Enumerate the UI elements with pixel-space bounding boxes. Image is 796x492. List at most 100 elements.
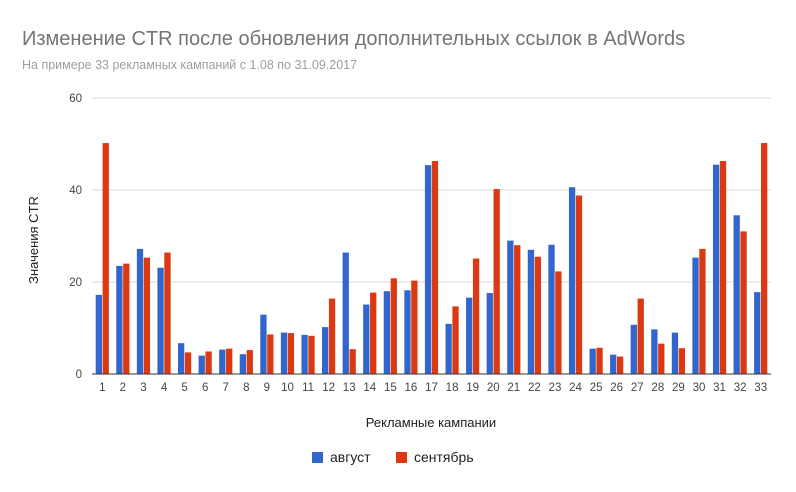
x-tick-label: 16 <box>405 382 418 394</box>
x-tick-label: 8 <box>243 382 249 394</box>
bar-september-21 <box>514 245 521 374</box>
x-tick-label: 9 <box>264 382 270 394</box>
bar-september-5 <box>184 352 192 374</box>
bar-september-4 <box>164 252 171 374</box>
bar-september-11 <box>308 335 315 374</box>
bar-august-7 <box>219 349 226 374</box>
bar-august-29 <box>671 332 679 374</box>
bar-september-27 <box>637 298 644 374</box>
x-axis-ticks: 1 2 3 4 5 6 7 8 9 10 11 12 13 14 15 16 17 18 19 20 21 22 23 24 2… <box>99 382 767 394</box>
bar-august-15 <box>383 291 391 374</box>
bar-august-23 <box>548 244 555 374</box>
bar-august-30 <box>692 257 699 374</box>
chart-subtitle: На примере 33 рекламных кампаний с 1.08 … <box>22 58 357 72</box>
bar-september-15 <box>390 278 397 374</box>
x-tick-label: 6 <box>202 382 208 394</box>
bar-august-20 <box>486 293 493 374</box>
bar-september-17 <box>431 161 439 374</box>
x-tick-label: 23 <box>549 382 562 394</box>
x-tick-label: 22 <box>528 382 541 394</box>
bar-september-1 <box>102 143 109 374</box>
bar-august-19 <box>466 297 473 374</box>
bar-august-12 <box>322 327 329 374</box>
x-tick-label: 15 <box>384 382 397 394</box>
bar-august-32 <box>733 215 740 374</box>
bar-august-18 <box>445 323 452 374</box>
legend-swatch-august <box>312 452 323 463</box>
legend-label-august: август <box>330 449 371 465</box>
x-tick-label: 21 <box>507 382 520 394</box>
bar-august-17 <box>424 165 432 374</box>
bar-august-11 <box>301 334 308 374</box>
x-tick-label: 11 <box>302 382 314 394</box>
x-tick-label: 1 <box>99 382 105 394</box>
bar-september-31 <box>719 161 727 374</box>
x-tick-label: 24 <box>569 382 582 394</box>
bar-august-16 <box>404 290 411 374</box>
bar-august-26 <box>610 354 617 374</box>
x-tick-label: 27 <box>631 382 644 394</box>
y-axis-ticks: 0 20 40 60 <box>69 93 82 381</box>
bar-september-24 <box>575 195 583 374</box>
bar-august-6 <box>198 355 205 374</box>
x-tick-label: 14 <box>363 382 376 394</box>
chart-title: Изменение CTR после обновления дополните… <box>22 28 685 50</box>
bar-september-20 <box>493 189 500 374</box>
x-tick-label: 3 <box>140 382 146 394</box>
legend-swatch-september <box>396 452 407 463</box>
x-tick-label: 18 <box>446 382 459 394</box>
bar-august-5 <box>177 343 185 374</box>
bar-august-10 <box>280 332 288 374</box>
x-tick-label: 29 <box>672 382 685 394</box>
bar-september-6 <box>205 351 212 374</box>
y-tick-label: 0 <box>76 369 82 381</box>
bar-september-14 <box>370 292 377 374</box>
bar-september-19 <box>472 258 480 374</box>
x-tick-label: 2 <box>120 382 126 394</box>
bar-august-3 <box>136 248 144 374</box>
x-tick-label: 19 <box>466 382 479 394</box>
x-tick-label: 4 <box>161 382 168 394</box>
bar-september-32 <box>740 231 747 374</box>
bar-august-22 <box>527 249 535 374</box>
y-tick-label: 60 <box>69 93 82 105</box>
y-axis-label: Значения CTR <box>26 196 41 284</box>
bar-september-30 <box>699 248 706 374</box>
x-tick-label: 7 <box>223 382 229 394</box>
bar-august-2 <box>116 265 123 374</box>
bar-september-9 <box>267 334 274 374</box>
bar-august-28 <box>651 329 658 374</box>
x-axis-label: Рекламные кампании <box>366 415 496 430</box>
gridlines <box>92 97 771 283</box>
bar-september-23 <box>555 271 562 374</box>
legend: август сентябрь <box>312 449 474 465</box>
bar-august-14 <box>363 304 370 374</box>
y-tick-label: 20 <box>69 277 82 289</box>
bar-september-25 <box>596 347 603 374</box>
bar-august-13 <box>342 252 349 374</box>
bar-september-22 <box>534 256 541 374</box>
bar-september-28 <box>658 343 665 374</box>
x-tick-label: 28 <box>651 382 664 394</box>
bar-august-24 <box>568 187 576 374</box>
bar-september-16 <box>411 280 418 374</box>
bar-august-21 <box>507 240 514 374</box>
x-tick-label: 10 <box>281 382 294 394</box>
bar-september-7 <box>226 348 233 374</box>
bars <box>95 143 768 374</box>
bar-august-33 <box>754 292 761 374</box>
x-tick-label: 13 <box>343 382 356 394</box>
x-tick-label: 30 <box>693 382 706 394</box>
bar-september-8 <box>246 350 253 374</box>
y-tick-label: 40 <box>69 185 82 197</box>
bar-september-18 <box>452 306 459 374</box>
x-tick-label: 17 <box>425 382 438 394</box>
bar-september-29 <box>678 348 686 374</box>
bar-september-13 <box>349 349 356 374</box>
bar-august-1 <box>95 294 102 374</box>
bar-august-27 <box>630 324 637 374</box>
x-tick-label: 32 <box>734 382 747 394</box>
bar-september-2 <box>123 263 130 374</box>
x-tick-label: 12 <box>322 382 335 394</box>
